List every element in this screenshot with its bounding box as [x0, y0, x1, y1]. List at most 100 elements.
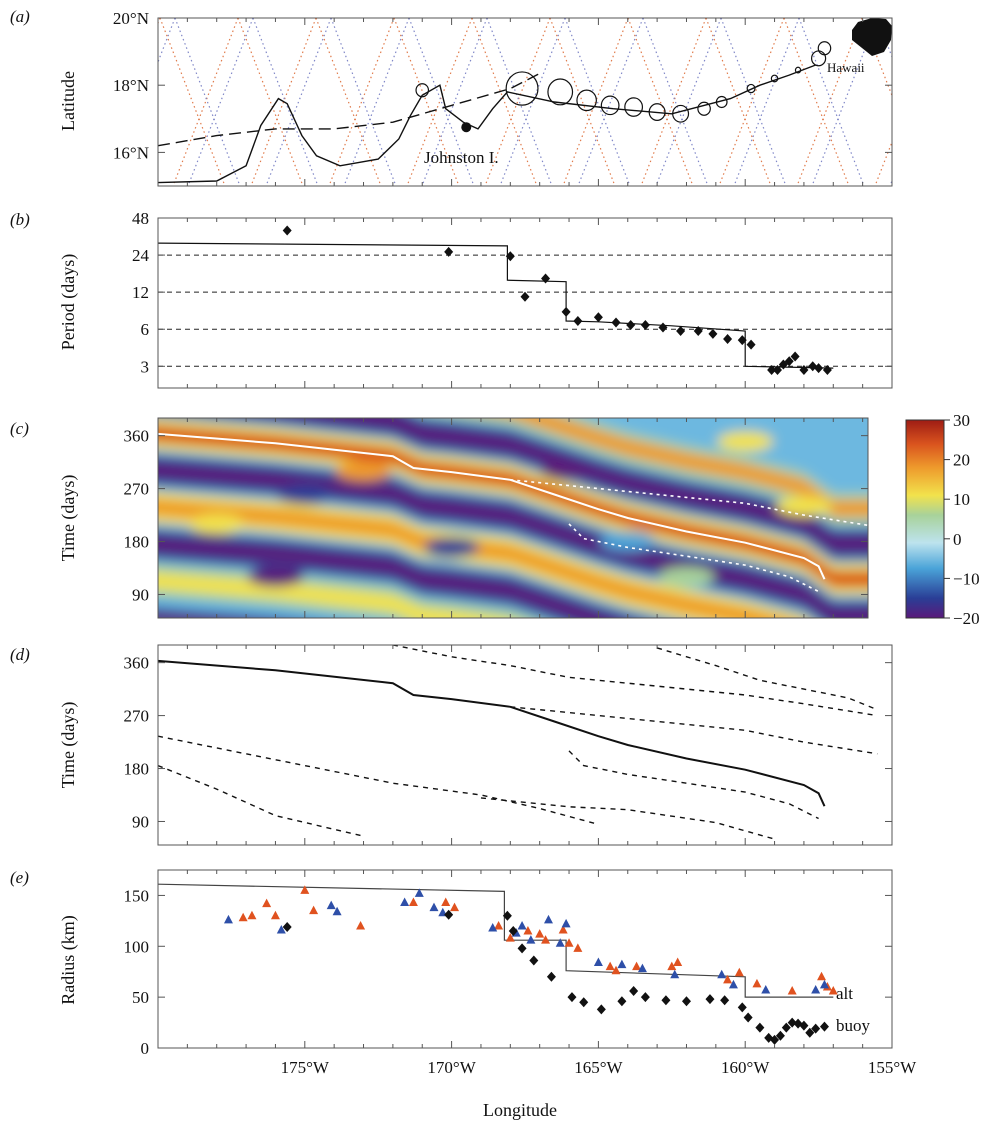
ground-track [343, 18, 410, 186]
buoy-radius-point [755, 1022, 765, 1033]
period-point [790, 351, 800, 362]
ground-track [955, 18, 1000, 186]
heatmap-patch [541, 460, 598, 481]
ground-track [627, 18, 694, 186]
period-point [444, 246, 454, 257]
alt-radius-point-orange [787, 986, 797, 995]
ground-track [811, 18, 878, 186]
alt-radius-point-orange [611, 965, 621, 975]
ground-track [562, 18, 629, 186]
alt-radius-point-orange [523, 926, 533, 935]
period-point [505, 251, 515, 262]
drifter-loop [576, 89, 597, 112]
panel-c-label: (c) [10, 419, 29, 438]
alt-radius-point-orange [535, 929, 545, 938]
hawaii-island [852, 18, 892, 56]
alt-radius-point-orange [817, 971, 827, 981]
secondary-trajectory-overlay [510, 479, 868, 527]
alt-radius-point-blue [761, 985, 771, 994]
drifter-track [157, 64, 816, 184]
buoy-radius-point [508, 926, 518, 937]
ground-track [421, 18, 488, 186]
y-tick-label: 16°N [113, 143, 149, 162]
panel-a-ylabel: Latitude [58, 71, 78, 131]
buoy-radius-point [629, 986, 639, 997]
alt-radius-point-blue [223, 914, 233, 924]
y-tick-label: 90 [132, 585, 149, 604]
alt-radius-point-orange [541, 935, 551, 944]
warm-band [512, 418, 868, 517]
ground-track [159, 18, 226, 186]
secondary-trajectory [480, 797, 775, 840]
period-point [611, 317, 621, 328]
panel-e-frame [157, 869, 893, 1049]
drifter-loop [415, 83, 430, 98]
cold-band-halo [209, 418, 868, 560]
secondary-trajectory [392, 645, 878, 717]
johnston-island-marker [461, 122, 472, 133]
ground-track [577, 18, 644, 186]
period-point [541, 273, 551, 284]
y-tick-label: 6 [141, 320, 150, 339]
period-point [282, 225, 292, 236]
y-tick-label: 18°N [113, 76, 149, 95]
buoy-radius-point [579, 997, 589, 1008]
period-point [772, 365, 782, 376]
buoy-radius-point [661, 995, 671, 1006]
warm-band [158, 572, 506, 618]
alt-radius-point-blue [543, 914, 553, 924]
satellite-ground-tracks [158, 18, 1000, 186]
y-tick-label: 180 [124, 760, 150, 779]
ground-track [655, 18, 722, 186]
ground-track [499, 18, 566, 186]
alt-radius-line [157, 883, 834, 998]
secondary-trajectory [158, 764, 364, 837]
period-point [573, 315, 583, 326]
cold-band [158, 536, 619, 618]
buoy-radius-point [617, 996, 627, 1007]
secondary-trajectory [568, 750, 819, 820]
y-tick-label: 90 [132, 812, 149, 831]
y-tick-label: 360 [124, 427, 150, 446]
alt-radius-point-orange [632, 961, 642, 971]
y-tick-label: 48 [132, 209, 149, 228]
secondary-trajectory [656, 647, 878, 711]
y-tick-label: 20°N [113, 9, 149, 28]
alt-radius-point-orange [356, 920, 366, 930]
warm-band-halo [460, 418, 868, 524]
alt-radius-point-orange [505, 933, 515, 942]
buoy-radius-point [781, 1022, 791, 1033]
buoy-radius-point [775, 1030, 785, 1041]
panel-b-ylabel: Period (days) [58, 254, 79, 350]
alt-radius-point-orange [494, 920, 504, 930]
alt-radius-point-orange [309, 905, 319, 915]
buoy-radius-point [546, 971, 556, 982]
ground-track [720, 18, 787, 186]
period-point [784, 356, 794, 367]
alt-radius-point-blue [526, 935, 536, 944]
secondary-trajectory [510, 706, 878, 755]
alt-radius-point-orange [300, 885, 310, 894]
ground-track [237, 18, 304, 186]
panel-c-frame [157, 417, 869, 619]
colorbar-tick-label: 10 [953, 490, 970, 509]
ground-track [564, 18, 631, 186]
buoy-radius-point [567, 992, 577, 1003]
panel-c: (c) Time (days) 90 180 270 360 30 20 10 0 −10 −2… [10, 411, 980, 628]
ground-track [940, 18, 1000, 186]
alt-radius-point-orange [667, 961, 677, 971]
alt-radius-point-orange [441, 897, 451, 907]
buoy-radius-point [720, 995, 730, 1006]
ground-track [796, 18, 863, 186]
ground-track [265, 18, 332, 186]
main-eddy-trajectory [158, 659, 826, 807]
drifter-loop [715, 95, 728, 109]
period-point [822, 365, 832, 376]
period-point [737, 335, 747, 346]
alt-radius-point-blue [488, 922, 498, 932]
y-tick-label: 180 [124, 533, 150, 552]
y-tick-label: 0 [141, 1039, 150, 1058]
x-tick-label: 175°W [281, 1058, 330, 1077]
heatmap-patch [775, 496, 832, 517]
buoy-radius-point [819, 1021, 829, 1032]
